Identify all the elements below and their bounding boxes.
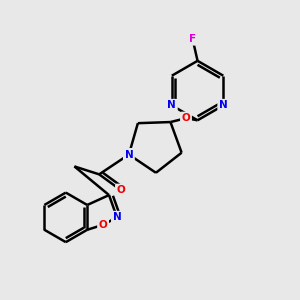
Text: O: O	[117, 185, 125, 195]
Text: O: O	[99, 220, 107, 230]
Text: N: N	[219, 100, 228, 110]
Text: N: N	[112, 212, 121, 222]
Text: N: N	[124, 149, 133, 160]
Text: F: F	[189, 34, 196, 44]
Text: O: O	[182, 113, 190, 123]
Text: N: N	[167, 100, 176, 110]
